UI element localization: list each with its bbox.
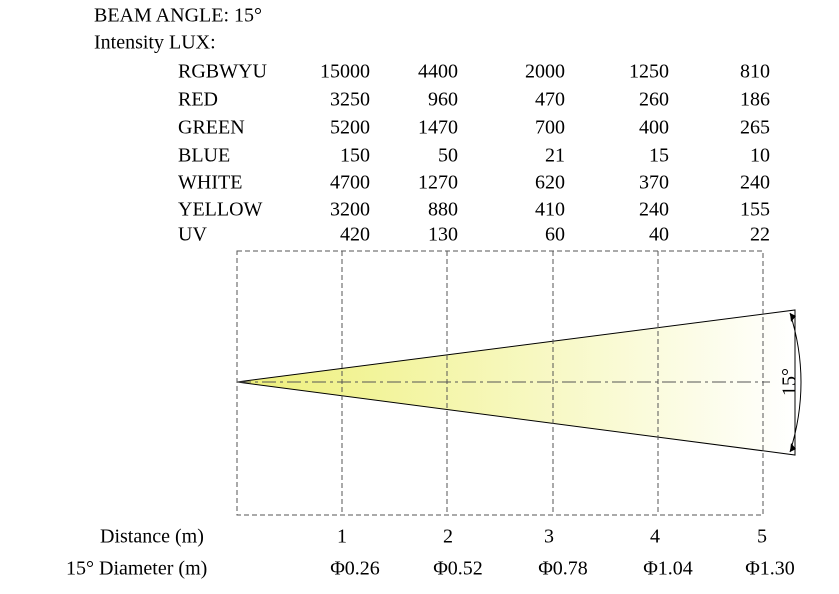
lux-value: 1250: [629, 61, 669, 83]
lux-value: 10: [750, 145, 770, 167]
lux-value: 3200: [330, 199, 370, 221]
lux-value: 400: [639, 117, 669, 139]
beam-angle: BEAM ANGLE: 15°: [94, 5, 262, 27]
lux-value: 260: [639, 89, 669, 111]
lux-value: 60: [545, 224, 565, 246]
lux-value: 1270: [418, 172, 458, 194]
lux-value: 130: [428, 224, 458, 246]
lux-value: 470: [535, 89, 565, 111]
lux-value: 21: [545, 145, 565, 167]
lux-value: 4700: [330, 172, 370, 194]
lux-value: 15: [649, 145, 669, 167]
distance-label: Distance (m): [100, 526, 204, 548]
lux-value: 5200: [330, 117, 370, 139]
lux-value: 155: [740, 199, 770, 221]
distance-value: 4: [650, 526, 660, 548]
row-label: GREEN: [178, 117, 245, 139]
grid-lines: [341, 251, 659, 515]
lux-value: 810: [740, 61, 770, 83]
lux-value: 880: [428, 199, 458, 221]
lux-value: 22: [750, 224, 770, 246]
lux-value: 150: [340, 145, 370, 167]
diameter-value: Φ1.30: [745, 558, 795, 580]
lux-value: 620: [535, 172, 565, 194]
row-label: YELLOW: [178, 199, 263, 221]
row-label: RGBWYU: [178, 61, 267, 83]
angle-arc: [789, 312, 802, 453]
lux-value: 186: [740, 89, 770, 111]
row-label: WHITE: [178, 172, 242, 194]
lux-value: 700: [535, 117, 565, 139]
lux-value: 4400: [418, 61, 458, 83]
lux-value: 960: [428, 89, 458, 111]
angle-label: 15°: [779, 368, 801, 396]
diameter-label: 15° Diameter (m): [66, 558, 207, 580]
lux-value: 420: [340, 224, 370, 246]
lux-value: 15000: [320, 61, 370, 83]
lux-value: 240: [639, 199, 669, 221]
grid-box: [236, 250, 764, 516]
distance-value: 3: [544, 526, 554, 548]
row-label: RED: [178, 89, 218, 111]
row-label: UV: [178, 224, 207, 246]
distance-value: 1: [337, 526, 347, 548]
lux-value: 3250: [330, 89, 370, 111]
lux-value: 240: [740, 172, 770, 194]
lux-value: 370: [639, 172, 669, 194]
lux-value: 1470: [418, 117, 458, 139]
diameter-value: Φ0.52: [433, 558, 483, 580]
lux-value: 40: [649, 224, 669, 246]
intensity-label: Intensity LUX:: [94, 32, 216, 54]
lux-value: 50: [438, 145, 458, 167]
lux-value: 265: [740, 117, 770, 139]
lux-value: 410: [535, 199, 565, 221]
row-label: BLUE: [178, 145, 230, 167]
distance-value: 2: [443, 526, 453, 548]
diameter-value: Φ0.26: [330, 558, 380, 580]
distance-value: 5: [757, 526, 767, 548]
diameter-value: Φ0.78: [538, 558, 588, 580]
lux-value: 2000: [525, 61, 565, 83]
diameter-value: Φ1.04: [643, 558, 693, 580]
